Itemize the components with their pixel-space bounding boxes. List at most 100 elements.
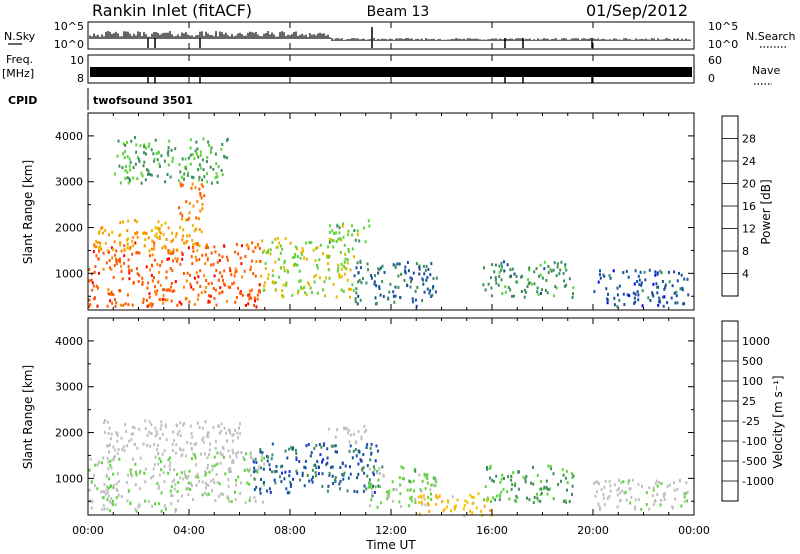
data-cell bbox=[229, 269, 232, 273]
data-cell bbox=[157, 220, 160, 224]
data-cell bbox=[423, 272, 426, 276]
data-cell bbox=[266, 489, 268, 493]
data-cell bbox=[174, 510, 177, 514]
data-cell bbox=[201, 158, 204, 162]
data-cell bbox=[88, 267, 91, 271]
data-cell bbox=[135, 470, 137, 474]
data-cell bbox=[536, 492, 538, 496]
data-cell bbox=[192, 249, 195, 253]
data-cell bbox=[378, 268, 381, 272]
data-cell bbox=[483, 266, 485, 270]
data-cell bbox=[112, 445, 115, 449]
y-tick-label: 1000 bbox=[55, 267, 83, 280]
data-cell bbox=[357, 430, 360, 434]
data-cell bbox=[128, 164, 131, 168]
data-cell bbox=[169, 489, 172, 493]
velocity-heatmap bbox=[88, 419, 689, 518]
data-cell bbox=[507, 475, 510, 479]
data-cell bbox=[367, 268, 369, 272]
data-cell bbox=[161, 246, 164, 250]
data-cell bbox=[351, 283, 354, 287]
data-cell bbox=[321, 460, 323, 464]
data-cell bbox=[358, 239, 361, 243]
colorbar-tick-label: 25 bbox=[742, 395, 756, 408]
data-cell bbox=[220, 492, 222, 496]
data-cell bbox=[571, 492, 573, 496]
data-cell bbox=[619, 499, 622, 503]
data-cell bbox=[353, 489, 356, 493]
data-cell bbox=[198, 227, 201, 231]
data-cell bbox=[347, 233, 350, 237]
data-cell bbox=[111, 256, 114, 260]
data-cell bbox=[228, 500, 231, 504]
data-cell bbox=[248, 499, 251, 503]
data-cell bbox=[616, 286, 619, 290]
data-cell bbox=[210, 281, 213, 285]
data-cell bbox=[154, 502, 156, 506]
data-cell bbox=[520, 290, 523, 293]
colorbar-tick-label: 100 bbox=[742, 375, 763, 388]
data-cell bbox=[296, 263, 299, 267]
data-cell bbox=[153, 244, 156, 248]
data-cell bbox=[392, 488, 395, 491]
data-cell bbox=[106, 507, 109, 511]
data-cell bbox=[248, 293, 251, 296]
data-cell bbox=[237, 252, 240, 256]
data-cell bbox=[196, 147, 199, 151]
data-cell bbox=[184, 166, 186, 170]
data-cell bbox=[259, 491, 262, 495]
data-cell bbox=[209, 149, 212, 153]
data-cell bbox=[612, 269, 615, 273]
data-cell bbox=[392, 290, 395, 294]
data-cell bbox=[382, 295, 385, 298]
data-cell bbox=[154, 226, 157, 230]
data-cell bbox=[166, 257, 169, 261]
data-cell bbox=[203, 194, 206, 198]
power-colorbar-label: Power [dB] bbox=[759, 179, 773, 244]
data-cell bbox=[200, 291, 203, 294]
data-cell bbox=[331, 229, 334, 233]
data-cell bbox=[128, 177, 131, 181]
data-cell bbox=[311, 480, 314, 484]
data-cell bbox=[660, 271, 663, 275]
data-cell bbox=[193, 443, 196, 446]
data-cell bbox=[515, 275, 518, 278]
data-cell bbox=[532, 465, 534, 469]
data-cell bbox=[411, 297, 414, 301]
data-cell bbox=[159, 283, 162, 287]
data-cell bbox=[314, 471, 317, 475]
data-cell bbox=[637, 498, 640, 502]
data-cell bbox=[102, 496, 105, 500]
data-cell bbox=[174, 280, 177, 284]
data-cell bbox=[112, 248, 115, 252]
data-cell bbox=[326, 254, 329, 258]
data-cell bbox=[197, 275, 200, 279]
data-cell bbox=[179, 434, 182, 438]
data-cell bbox=[676, 279, 679, 283]
data-cell bbox=[171, 449, 174, 452]
data-cell bbox=[194, 456, 197, 460]
data-cell bbox=[366, 443, 369, 447]
data-cell bbox=[231, 439, 234, 443]
data-cell bbox=[426, 477, 429, 480]
data-cell bbox=[157, 280, 160, 284]
data-cell bbox=[102, 489, 105, 493]
data-cell bbox=[112, 483, 115, 487]
data-cell bbox=[342, 477, 345, 481]
data-cell bbox=[192, 287, 195, 291]
data-cell bbox=[618, 298, 621, 302]
data-cell bbox=[259, 489, 262, 493]
data-cell bbox=[126, 444, 129, 448]
data-cell bbox=[368, 478, 371, 482]
data-cell bbox=[659, 269, 662, 273]
data-cell bbox=[660, 498, 663, 502]
data-cell bbox=[128, 247, 131, 251]
data-cell bbox=[231, 460, 234, 464]
data-cell bbox=[539, 499, 542, 503]
data-cell bbox=[330, 465, 333, 469]
data-cell bbox=[135, 143, 138, 147]
data-cell bbox=[197, 421, 199, 425]
data-cell bbox=[334, 476, 337, 479]
data-cell bbox=[325, 463, 327, 467]
data-cell bbox=[299, 279, 302, 283]
